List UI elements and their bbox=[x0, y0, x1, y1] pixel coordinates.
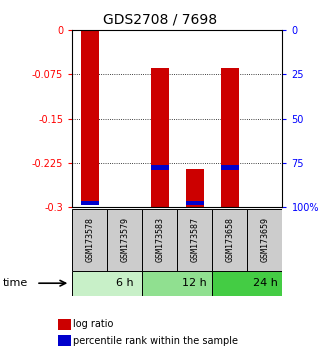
Text: 24 h: 24 h bbox=[253, 278, 277, 288]
Bar bbox=[81, 31, 99, 204]
Bar bbox=[142, 271, 213, 296]
Bar bbox=[186, 169, 204, 207]
Bar bbox=[72, 209, 107, 271]
Text: time: time bbox=[3, 278, 29, 288]
Bar bbox=[213, 271, 282, 296]
Bar bbox=[72, 271, 142, 296]
Bar bbox=[151, 166, 169, 170]
Bar bbox=[247, 209, 282, 271]
Bar bbox=[142, 209, 177, 271]
Text: GSM173658: GSM173658 bbox=[225, 217, 234, 262]
Bar bbox=[81, 201, 99, 205]
Bar bbox=[177, 209, 213, 271]
Bar bbox=[58, 319, 71, 330]
Bar bbox=[221, 68, 239, 207]
Text: GSM173578: GSM173578 bbox=[85, 217, 94, 262]
Text: GSM173587: GSM173587 bbox=[190, 217, 199, 262]
Bar bbox=[58, 335, 71, 346]
Bar bbox=[221, 166, 239, 170]
Bar bbox=[107, 209, 142, 271]
Text: GSM173659: GSM173659 bbox=[260, 217, 269, 262]
Bar bbox=[213, 209, 247, 271]
Text: GSM173579: GSM173579 bbox=[120, 217, 129, 262]
Text: 6 h: 6 h bbox=[116, 278, 134, 288]
Text: 12 h: 12 h bbox=[183, 278, 207, 288]
Text: GDS2708 / 7698: GDS2708 / 7698 bbox=[103, 12, 218, 27]
Bar bbox=[151, 68, 169, 207]
Text: log ratio: log ratio bbox=[73, 319, 113, 329]
Bar bbox=[186, 201, 204, 205]
Text: GSM173583: GSM173583 bbox=[155, 217, 164, 262]
Text: percentile rank within the sample: percentile rank within the sample bbox=[73, 336, 238, 346]
